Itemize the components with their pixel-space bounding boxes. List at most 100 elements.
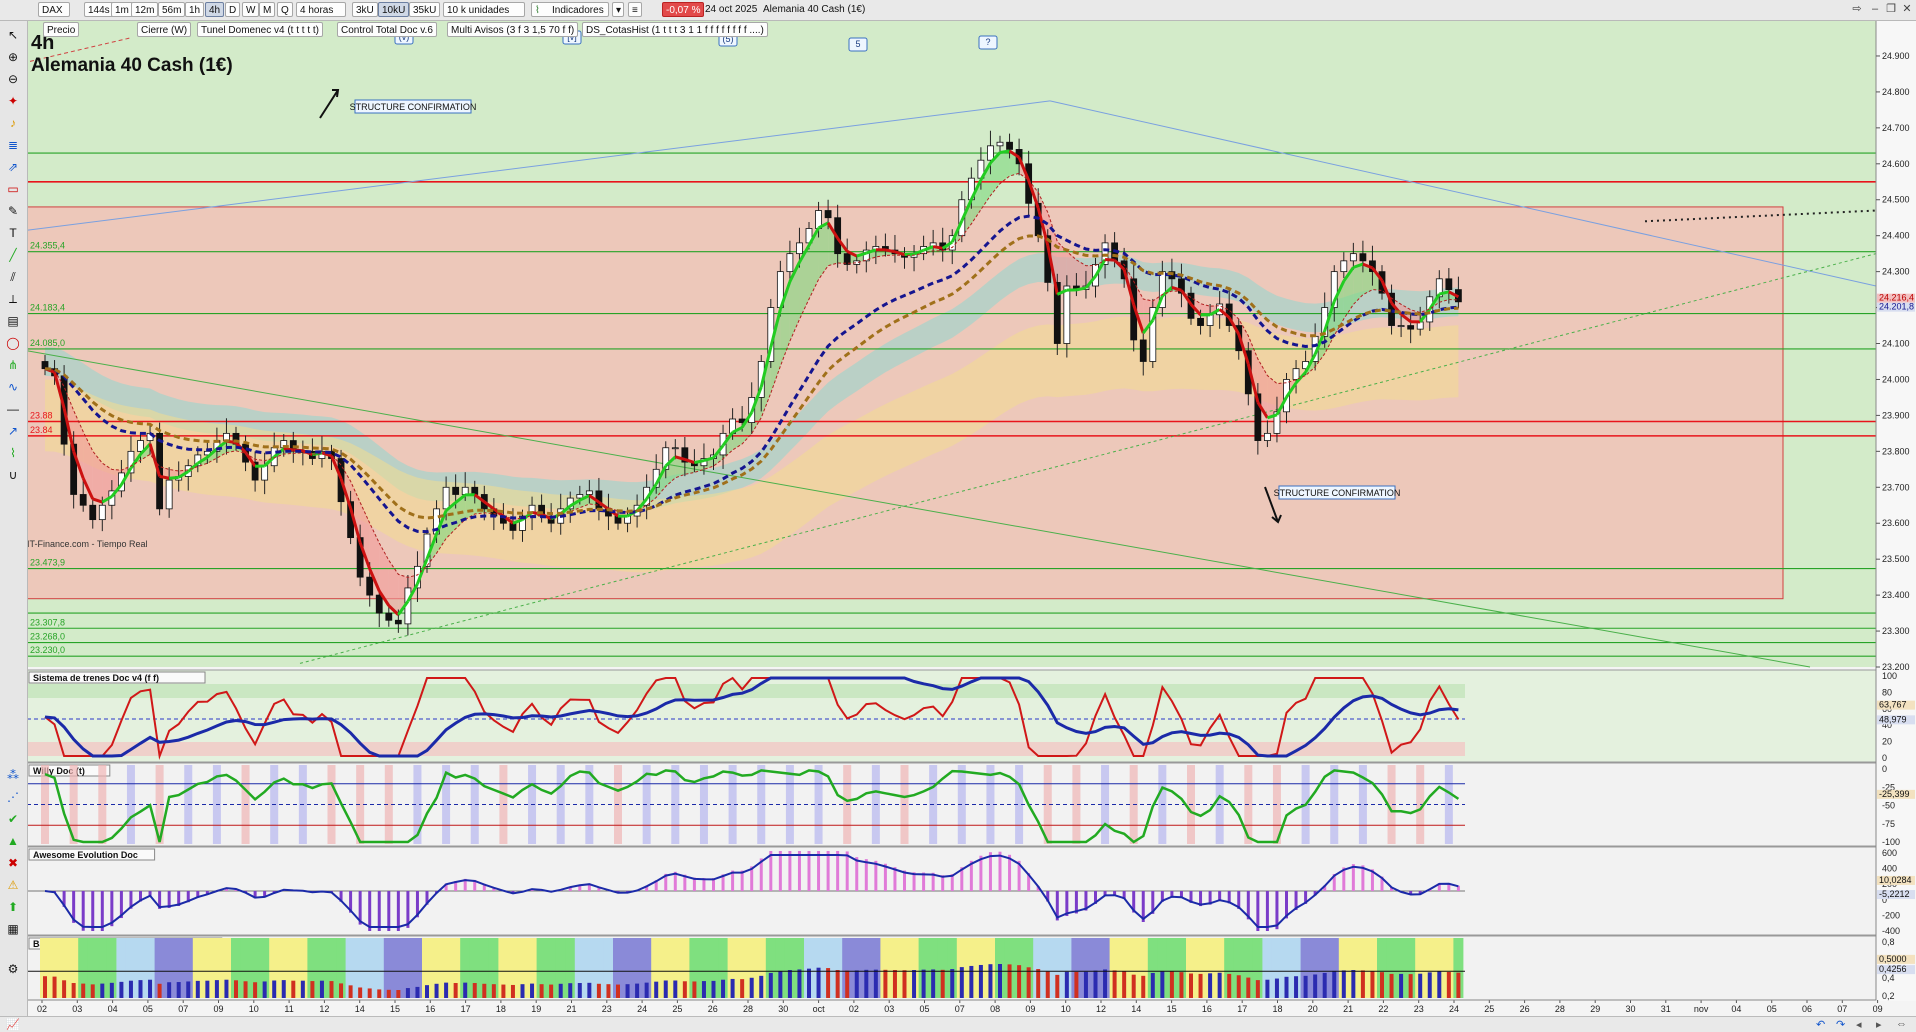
tab-ds-cotashist[interactable]: DS_CotasHist (1 t t t 3 1 1 f f f f f f … (582, 22, 768, 37)
layers-icon[interactable]: ▦ (5, 921, 21, 937)
vol-10ku-button[interactable]: 10kU (378, 2, 409, 17)
fuerza-bar (1370, 971, 1374, 998)
ellipse-tool-icon[interactable]: ◯ (5, 335, 21, 351)
y-tick-label: 23.500 (1882, 554, 1910, 564)
warning-icon[interactable]: ⚠ (5, 877, 21, 893)
tf-144s-button[interactable]: 144s (84, 2, 114, 17)
zoom-out-icon[interactable]: ⊖ (5, 71, 21, 87)
candle-body (1408, 326, 1414, 330)
fuerza-bar (396, 990, 400, 998)
tf-m-button[interactable]: M (259, 2, 275, 17)
list-icon[interactable]: ≡ (628, 2, 642, 17)
tf-12m-button[interactable]: 12m (131, 2, 158, 17)
close-icon[interactable]: ✕ (1900, 2, 1914, 16)
tab-tunel[interactable]: Tunel Domenec v4 (t t t t t) (197, 22, 323, 37)
tf-4h-button[interactable]: 4h (205, 2, 224, 17)
fuerza-bar (606, 984, 610, 998)
units-select[interactable]: 10 k unidades (443, 2, 525, 17)
fuerza-bar (415, 987, 419, 998)
wave-tool-icon[interactable]: ∿ (5, 379, 21, 395)
delete-icon[interactable]: ✖ (5, 855, 21, 871)
scroll-right-icon[interactable]: ▸ (1876, 1018, 1882, 1031)
text-tool-icon[interactable]: T (5, 225, 21, 241)
fibonacci-icon[interactable]: ≣ (5, 137, 21, 153)
x-tick-label: 07 (1837, 1004, 1847, 1014)
fuerza-bar (1447, 972, 1451, 998)
y-tick-label: 23.700 (1882, 482, 1910, 492)
ruler-icon[interactable]: ▤ (5, 313, 21, 329)
restore-icon[interactable]: ❐ (1884, 2, 1898, 16)
bell-icon[interactable]: ♪ (5, 115, 21, 131)
arrow-tool-icon[interactable]: ⇗ (5, 159, 21, 175)
up-arrow-icon[interactable]: ⬆ (5, 899, 21, 915)
candle-body (586, 491, 592, 495)
candle-body (1293, 369, 1299, 380)
scatter-icon[interactable]: ⋰ (5, 789, 21, 805)
cursor-icon[interactable]: ⇨ (1850, 2, 1864, 16)
settings-icon[interactable]: ⚙ (5, 961, 21, 977)
indicators-button[interactable]: ⌇Indicadores (531, 2, 609, 17)
fuerza-bar (196, 981, 200, 998)
minimize-icon[interactable]: – (1868, 2, 1882, 16)
dropdown-icon[interactable]: ▾ (612, 2, 624, 17)
y-tick-label: 23.800 (1882, 446, 1910, 456)
pointer-icon[interactable]: ↖ (5, 27, 21, 43)
forward-icon[interactable]: ↷ (1836, 1018, 1845, 1031)
rectangle-tool-icon[interactable]: ▭ (5, 181, 21, 197)
x-tick-label: 15 (390, 1004, 400, 1014)
y-tick-label: 24.900 (1882, 51, 1910, 61)
tab-multi-avisos[interactable]: Multi Avisos (3 f 3 1,5 70 f f) (447, 22, 578, 37)
pencil-icon[interactable]: ✎ (5, 203, 21, 219)
network-icon[interactable]: ⁂ (5, 767, 21, 783)
measure-icon[interactable]: ⟂ (5, 291, 21, 307)
x-tick-label: 18 (496, 1004, 506, 1014)
pitchfork-icon[interactable]: ⋔ (5, 357, 21, 373)
vol-35ku-button[interactable]: 35kU (409, 2, 440, 17)
x-tick-label: 17 (1237, 1004, 1247, 1014)
awesome-panel-y-label: -400 (1882, 926, 1900, 936)
alert-icon[interactable]: ✦ (5, 93, 21, 109)
fuerza-bar (578, 983, 582, 998)
thumbs-up-icon[interactable]: ▲ (5, 833, 21, 849)
symbol-selector[interactable]: DAX (38, 2, 70, 17)
magnet-icon[interactable]: ∪ (5, 467, 21, 483)
trenes-panel-y-label: 100 (1882, 671, 1897, 681)
trendline-icon[interactable]: ╱ (5, 247, 21, 263)
fuerza-bar (836, 970, 840, 998)
tf-1m-button[interactable]: 1m (111, 2, 133, 17)
fuerza-bar (587, 983, 591, 998)
fuerza-bar (1170, 971, 1174, 998)
second-price-label: 24.201,8 (1879, 302, 1914, 312)
check-icon[interactable]: ✔ (5, 811, 21, 827)
fuerza-bar (339, 983, 343, 998)
tab-cierre[interactable]: Cierre (W) (137, 22, 191, 37)
chart-icon[interactable]: 📈 (6, 1018, 20, 1031)
fuerza-bar (387, 990, 391, 998)
willy-panel-y-label: -75 (1882, 819, 1895, 829)
channel-icon[interactable]: ⫽ (5, 269, 21, 285)
back-icon[interactable]: ↶ (1816, 1018, 1825, 1031)
zoom-in-icon[interactable]: ⊕ (5, 49, 21, 65)
fuerza-bar (1113, 970, 1117, 998)
tf-1h-button[interactable]: 1h (185, 2, 204, 17)
tf-w-button[interactable]: W (242, 2, 259, 17)
fuerza-bar (864, 970, 868, 998)
tf-q-button[interactable]: Q (277, 2, 293, 17)
interval-select[interactable]: 4 horas (296, 2, 346, 17)
x-tick-label: 24 (637, 1004, 647, 1014)
polyline-icon[interactable]: ⌇ (5, 445, 21, 461)
fast-average-line (1000, 151, 1010, 153)
bottom-scroll-bar[interactable]: 📈 ↶ ↷ ◂ ▸ ⇔ (0, 1016, 1916, 1032)
ray-icon[interactable]: ↗ (5, 423, 21, 439)
tab-control-total[interactable]: Control Total Doc v.6 (337, 22, 437, 37)
tf-56m-button[interactable]: 56m (158, 2, 185, 17)
tf-d-button[interactable]: D (225, 2, 240, 17)
scroll-left-icon[interactable]: ◂ (1856, 1018, 1862, 1031)
vol-3ku-button[interactable]: 3kU (352, 2, 378, 17)
fuerza-bg-bar (374, 938, 384, 998)
tab-precio[interactable]: Precio (43, 22, 79, 37)
fuerza-bar (960, 967, 964, 998)
hline-icon[interactable]: ― (5, 401, 21, 417)
fit-icon[interactable]: ⇔ (1896, 1018, 1907, 1030)
